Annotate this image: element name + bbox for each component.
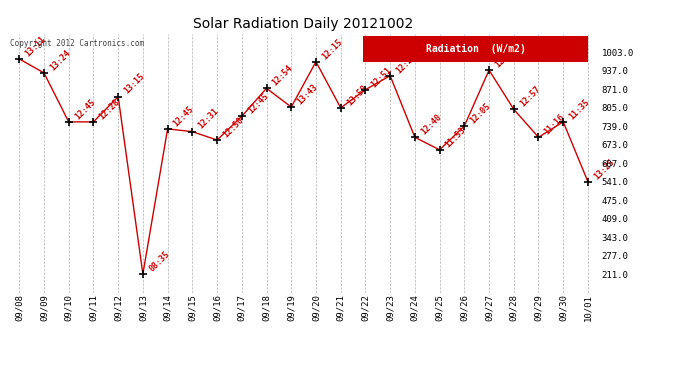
Text: 12:45: 12:45 [246, 92, 270, 116]
Text: 13:43: 13:43 [295, 82, 319, 106]
Text: 08:35: 08:35 [147, 249, 171, 273]
Text: 12:40: 12:40 [419, 112, 443, 136]
Text: 13:24: 13:24 [48, 48, 72, 72]
Text: 12:45: 12:45 [172, 104, 196, 128]
Text: 11:53: 11:53 [444, 125, 468, 149]
Text: 13:58: 13:58 [345, 83, 369, 107]
Text: 12:51: 12:51 [370, 65, 393, 89]
Text: 12:45: 12:45 [493, 45, 518, 69]
Text: 12:45: 12:45 [73, 97, 97, 121]
Text: 12:57: 12:57 [518, 84, 542, 108]
Text: 13:25: 13:25 [592, 157, 616, 181]
Text: 13:11: 13:11 [23, 34, 48, 58]
Title: Solar Radiation Daily 20121002: Solar Radiation Daily 20121002 [193, 17, 414, 31]
Text: 12:54: 12:54 [270, 63, 295, 87]
Text: 12:23: 12:23 [394, 51, 418, 75]
Text: 12:31: 12:31 [197, 107, 221, 131]
Text: 12:05: 12:05 [469, 101, 493, 125]
Text: 12:50: 12:50 [221, 115, 245, 139]
Text: 11:35: 11:35 [567, 97, 591, 121]
Text: 11:16: 11:16 [542, 112, 566, 136]
Text: 12:28: 12:28 [97, 97, 121, 121]
Text: Copyright 2012 Cartronics.com: Copyright 2012 Cartronics.com [10, 39, 144, 48]
Text: 13:15: 13:15 [122, 72, 146, 96]
Text: 12:15: 12:15 [320, 37, 344, 61]
